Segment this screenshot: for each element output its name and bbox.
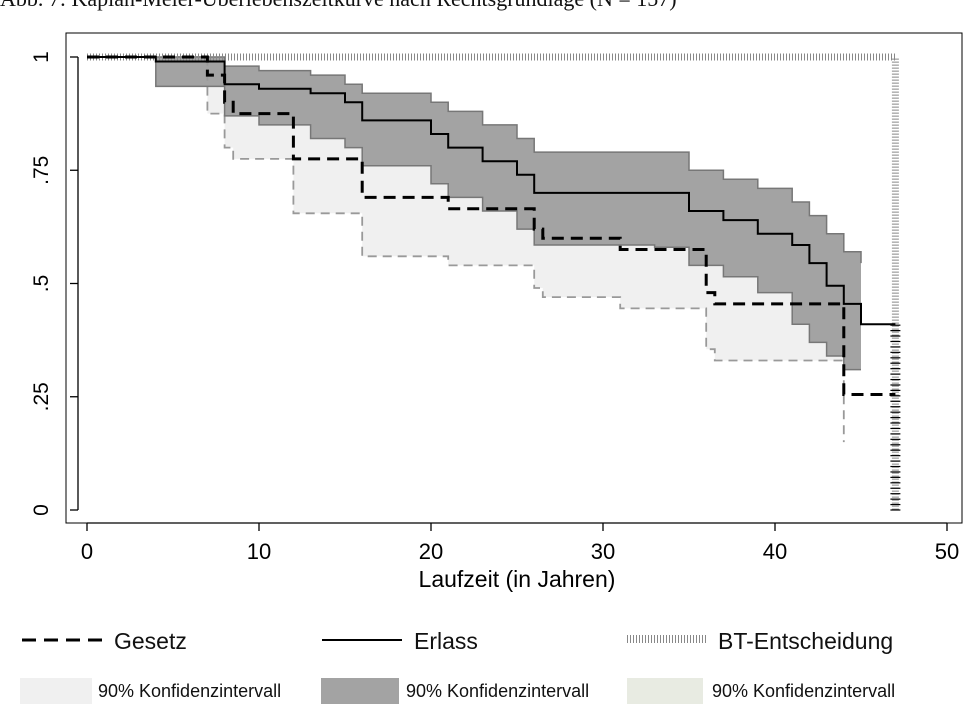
- legend-label-ci-gesetz: 90% Konfidenzintervall: [98, 681, 282, 701]
- legend-label-gesetz: Gesetz: [114, 628, 187, 654]
- legend-line-erlass: [322, 639, 402, 641]
- x-tick-label: 20: [419, 539, 443, 564]
- x-tick-label: 10: [247, 539, 271, 564]
- y-tick-label: 1: [30, 51, 53, 63]
- legend-swatch-ci-gesetz: [20, 678, 92, 704]
- ci-line-erlass-lower: [87, 56, 861, 371]
- series-bt-entscheidung: [87, 53, 899, 510]
- legend: Gesetz Erlass BT-Entscheidung 90% Konfid…: [0, 620, 980, 716]
- ci-band-gesetz: [87, 57, 844, 443]
- ci-line-gesetz-lower: [87, 56, 845, 443]
- y-tick-label: 0: [30, 504, 53, 516]
- x-tick-label: 40: [763, 539, 787, 564]
- y-tick-label: .25: [30, 382, 53, 411]
- series-gesetz: [87, 55, 896, 396]
- legend-swatch-ci-erlass: [321, 678, 399, 704]
- ci-band-erlass: [87, 57, 861, 370]
- legend-swatch-ci-bt: [627, 678, 703, 704]
- legend-label-ci-bt: 90% Konfidenzintervall: [712, 681, 896, 701]
- y-tick-label: .5: [30, 275, 53, 293]
- legend-label-bt: BT-Entscheidung: [718, 628, 894, 654]
- legend-label-erlass: Erlass: [414, 628, 478, 654]
- legend-line-bt: [627, 635, 707, 643]
- legend-line-gesetz: [22, 638, 102, 642]
- x-tick-label: 0: [81, 539, 93, 564]
- x-axis-label: Laufzeit (in Jahren): [419, 566, 616, 592]
- x-tick-label: 30: [591, 539, 615, 564]
- ci-line-erlass-upper: [87, 56, 862, 264]
- series-erlass: [87, 56, 896, 326]
- y-tick-label: .75: [30, 156, 53, 185]
- x-tick-label: 50: [935, 539, 959, 564]
- legend-label-ci-erlass: 90% Konfidenzintervall: [406, 681, 590, 701]
- figure-caption: Abb. 7: Kaplan-Meier-Überlebenszeitkurve…: [0, 0, 980, 12]
